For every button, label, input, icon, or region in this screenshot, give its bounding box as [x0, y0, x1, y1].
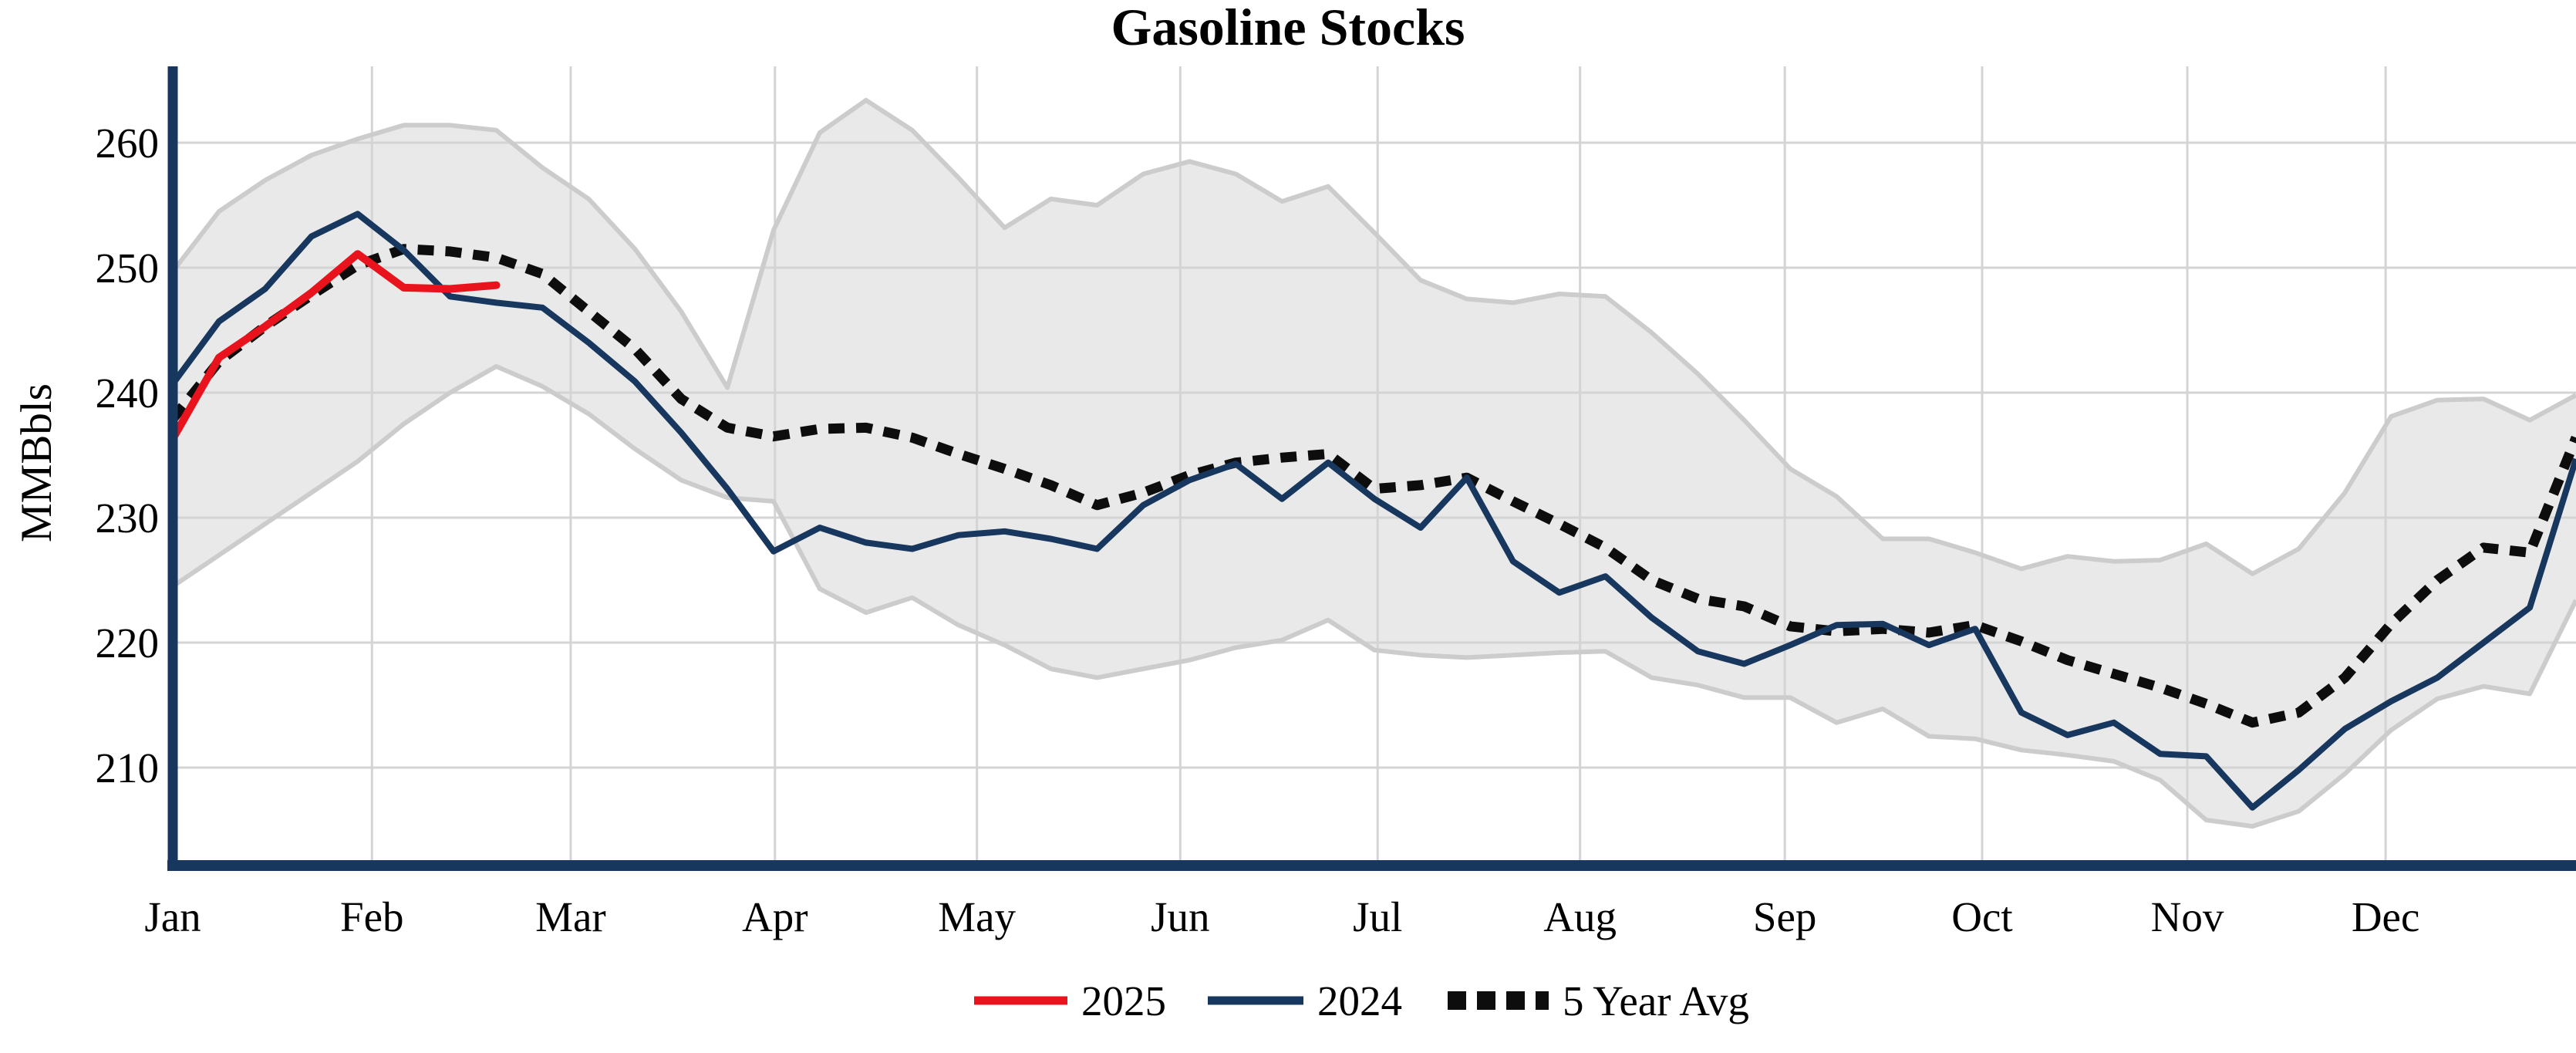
x-tick-label-Nov: Nov [2151, 893, 2224, 940]
y-tick-label-260: 260 [96, 120, 160, 167]
five-year-range-band [173, 100, 2576, 827]
y-axis-label: MMBbls [12, 383, 61, 542]
legend-label-5-year-avg: 5 Year Avg [1563, 977, 1749, 1024]
band-lower-edge [171, 364, 2576, 829]
x-tick-label-Apr: Apr [742, 893, 808, 940]
legend-label-2025: 2025 [1081, 977, 1166, 1024]
y-tick-label-220: 220 [96, 619, 160, 667]
y-tick-label-240: 240 [96, 370, 160, 417]
x-tick-label-Jun: Jun [1151, 893, 1209, 940]
y-tick-label-210: 210 [96, 744, 160, 791]
series-5-year-avg-line [168, 244, 2576, 728]
x-tick-label-Aug: Aug [1543, 893, 1617, 940]
chart-title: Gasoline Stocks [1111, 0, 1465, 56]
x-tick-label-Jul: Jul [1353, 893, 1402, 940]
x-tick-label-Mar: Mar [535, 893, 606, 940]
x-tick-label-Feb: Feb [340, 893, 404, 940]
x-tick-label-Oct: Oct [1951, 893, 2012, 940]
series-2025-line [169, 250, 501, 443]
y-tick-label-230: 230 [96, 494, 160, 542]
y-tick-label-250: 250 [96, 245, 160, 292]
band-upper-edge [170, 97, 2576, 576]
x-tick-label-Sep: Sep [1753, 893, 1817, 940]
series-2024-line [170, 211, 2576, 811]
x-tick-label-May: May [938, 893, 1016, 940]
x-tick-label-Dec: Dec [2352, 893, 2420, 940]
legend-label-2024: 2024 [1317, 977, 1402, 1024]
x-tick-label-Jan: Jan [144, 893, 201, 940]
